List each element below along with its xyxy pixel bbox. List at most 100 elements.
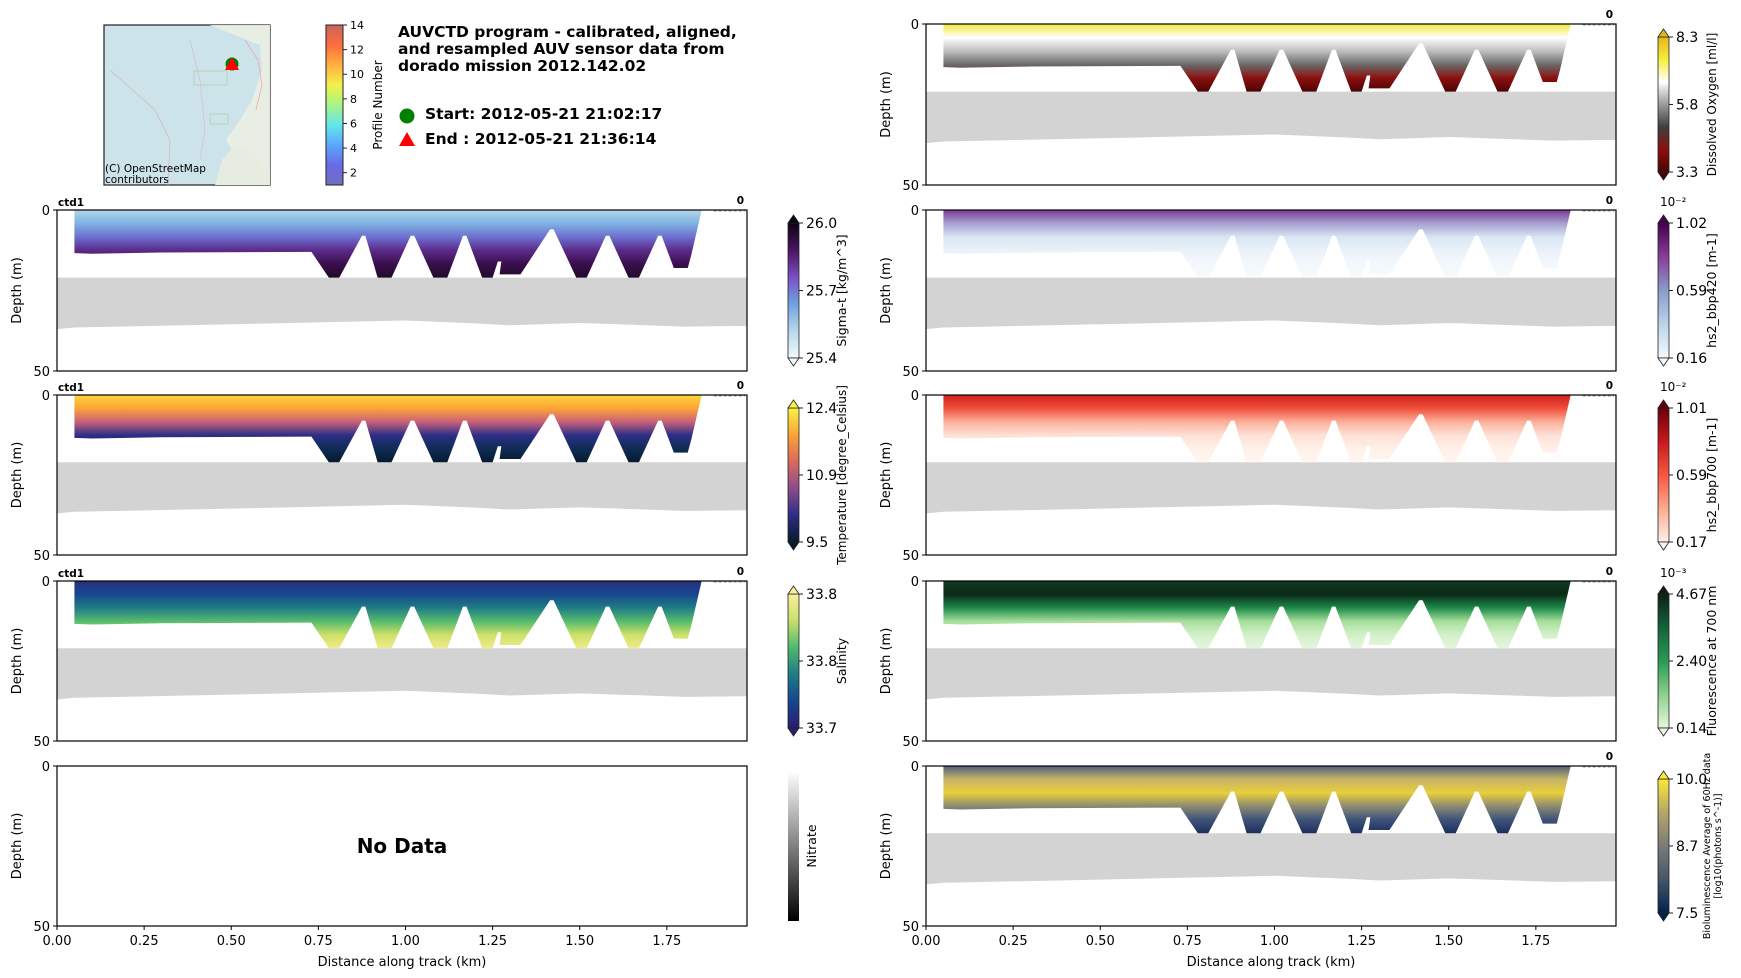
bathymetry-band: [57, 277, 747, 330]
section-data: [74, 395, 702, 463]
count-label: 0: [1606, 566, 1613, 578]
colorbar-temperature: 12.4 10.9 9.5 Temperature [degree_Celsius]: [787, 385, 849, 566]
section-data: [943, 581, 1571, 649]
axes-frame: [56, 580, 748, 742]
colorbar-sigma_t: 26.0 25.7 25.4 Sigma-t [kg/m^3]: [787, 214, 849, 367]
y-axis-label: Depth (m): [10, 442, 25, 509]
colorbar-gradient: [1657, 36, 1670, 173]
colorbar-extend-max: [787, 214, 800, 224]
colorbar-tick-label: 7.5: [1676, 906, 1698, 922]
colorbar-extend-max: [1657, 28, 1670, 38]
colorbar-hs2_bbp420: 1.02 0.59 0.16 10⁻² hs2_bbp420 [m-1]: [1657, 195, 1719, 367]
colorbar-gradient: [1657, 778, 1670, 914]
y-axis-label: Depth (m): [879, 628, 894, 695]
x-tick-label: 1.50: [565, 934, 594, 949]
x-tick-label: 0.75: [304, 934, 333, 949]
axes-frame: [925, 580, 1617, 742]
bathymetry-band: [926, 91, 1616, 144]
colorbar-gradient: [1657, 593, 1670, 729]
figure-title: AUVCTD program - calibrated, aligned, an…: [398, 23, 737, 75]
profile-tick-label: 12: [350, 44, 364, 57]
section-data: [943, 766, 1571, 834]
axes-frame: [925, 394, 1617, 556]
colorbar-tick-label: 25.7: [806, 284, 837, 300]
y-tick-label: 50: [33, 365, 50, 380]
y-axis-label: Depth (m): [10, 257, 25, 324]
x-tick-label: 1.25: [478, 934, 507, 949]
colorbar-gradient: [788, 771, 799, 921]
y-axis-label: Depth (m): [879, 813, 894, 880]
x-tick-label: 1.75: [1521, 934, 1550, 949]
panel-bioluminescence: 0 50 Depth (m) 0 0.00 0.25 0.50 0.75 1.00 1.25 1.5…: [879, 751, 1724, 970]
y-tick-label: 50: [33, 920, 50, 935]
axes-frame: [56, 209, 748, 372]
y-tick-label: 0: [911, 18, 919, 33]
y-axis-label: Depth (m): [879, 442, 894, 509]
y-tick-label: 0: [911, 389, 919, 404]
colorbar-tick-label: 3.3: [1676, 165, 1698, 181]
title-line-2: and resampled AUV sensor data from: [398, 40, 725, 58]
colorbar-extend-max: [1657, 585, 1670, 595]
map-inset: (C) OpenStreetMap contributors: [103, 24, 271, 186]
colorbar-extend-min: [1657, 357, 1670, 367]
colorbar-exponent: 10⁻²: [1660, 380, 1687, 394]
colorbar-tick-label: 25.4: [806, 351, 837, 367]
colorbar-extend-max: [1657, 214, 1670, 224]
colorbar-exponent: 10⁻²: [1660, 195, 1687, 209]
colorbar-extend-min: [787, 541, 800, 551]
bathymetry-band: [926, 462, 1616, 514]
colorbar-gradient: [787, 593, 800, 729]
x-tick-label: 0.50: [1086, 934, 1115, 949]
colorbar-label: hs2_bbp700 [m-1]: [1704, 418, 1719, 533]
colorbar-bioluminescence: 10.0 8.7 7.5 Bioluminescence Average of 60H…: [1657, 753, 1724, 939]
count-label: 0: [1606, 9, 1613, 21]
profile-tick-label: 14: [350, 19, 364, 32]
y-axis-label: Depth (m): [879, 257, 894, 324]
end-legend-label: End : 2012-05-21 21:36:14: [425, 130, 657, 148]
colorbar-tick-label: 8.7: [1676, 839, 1698, 855]
x-tick-label: 0.25: [130, 934, 159, 949]
colorbar-fluorescence_700: 4.67 2.40 0.14 10⁻³ Fluorescence at 700 nm: [1657, 566, 1719, 737]
x-axis-label: Distance along track (km): [1187, 955, 1356, 970]
colorbar-label-line1: Bioluminescence Average of 60Hz data: [1702, 753, 1713, 939]
colorbar-extend-min: [1657, 912, 1670, 922]
count-label: 0: [737, 380, 744, 392]
colorbar-label: Nitrate: [804, 824, 819, 867]
colorbar-tick-label: 2.40: [1676, 654, 1707, 670]
start-legend-icon: [399, 108, 415, 124]
colorbar-tick-label: 26.0: [806, 216, 837, 232]
colorbar-tick-label: 12.4: [806, 401, 837, 417]
colorbar-tick-label: 0.17: [1676, 535, 1707, 551]
no-data-label: No Data: [357, 834, 448, 858]
colorbar-label: Temperature [degree_Celsius]: [835, 385, 849, 566]
colorbar-tick-label: 1.01: [1676, 401, 1707, 417]
colorbar-label: Dissolved Oxygen [ml/l]: [1705, 33, 1719, 177]
count-label: 0: [737, 195, 744, 207]
y-axis-label: Depth (m): [10, 813, 25, 880]
y-tick-label: 50: [33, 549, 50, 564]
colorbar-gradient: [1657, 222, 1670, 359]
panel-fluorescence_700: 0 50 Depth (m) 0 4.67 2.40 0.14 10⁻³ Fluorescenc…: [879, 566, 1719, 750]
colorbar-tick-label: 4.67: [1676, 587, 1707, 603]
colorbar-tick-label: 33.8: [806, 587, 837, 603]
y-tick-label: 0: [911, 760, 919, 775]
axes-frame: [925, 23, 1617, 186]
colorbar-label: Fluorescence at 700 nm: [1704, 586, 1719, 737]
colorbar-extend-min: [787, 357, 800, 367]
panel-hs2_bbp420: 0 50 Depth (m) 0 1.02 0.59 0.16 10⁻² hs2_bbp420 …: [879, 195, 1719, 380]
y-tick-label: 50: [902, 365, 919, 380]
colorbar-tick-label: 9.5: [806, 535, 828, 551]
legend: Start: 2012-05-21 21:02:17 End : 2012-05…: [399, 105, 662, 148]
title-line-3: dorado mission 2012.142.02: [398, 57, 646, 75]
y-tick-label: 0: [42, 389, 50, 404]
bathymetry-band: [926, 833, 1616, 885]
colorbar-tick-label: 10.9: [806, 468, 837, 484]
start-legend-label: Start: 2012-05-21 21:02:17: [425, 105, 662, 123]
x-tick-label: 0.00: [43, 934, 72, 949]
colorbar-tick-label: 5.8: [1676, 98, 1698, 114]
colorbar-tick-label: 8.3: [1676, 30, 1698, 46]
colorbar-label: Sigma-t [kg/m^3]: [834, 234, 849, 346]
end-legend-icon: [399, 132, 415, 146]
y-axis-label: Depth (m): [10, 628, 25, 695]
